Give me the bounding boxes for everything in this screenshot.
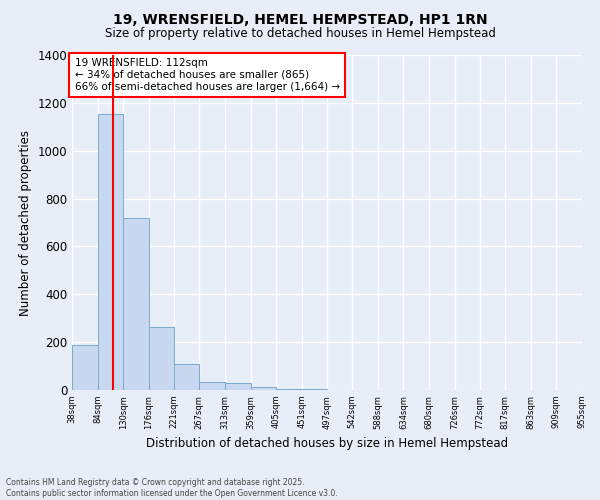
- Bar: [98, 114, 123, 390]
- Text: 19 WRENSFIELD: 112sqm
← 34% of detached houses are smaller (865)
66% of semi-det: 19 WRENSFIELD: 112sqm ← 34% of detached …: [74, 58, 340, 92]
- Text: 19, WRENSFIELD, HEMEL HEMPSTEAD, HP1 1RN: 19, WRENSFIELD, HEMEL HEMPSTEAD, HP1 1RN: [113, 12, 487, 26]
- Y-axis label: Number of detached properties: Number of detached properties: [19, 130, 32, 316]
- Bar: [72, 344, 98, 390]
- X-axis label: Distribution of detached houses by size in Hemel Hempstead: Distribution of detached houses by size …: [146, 437, 508, 450]
- Bar: [123, 218, 149, 390]
- Bar: [199, 382, 225, 390]
- Bar: [251, 387, 276, 390]
- Bar: [174, 364, 199, 390]
- Bar: [149, 326, 174, 390]
- Text: Size of property relative to detached houses in Hemel Hempstead: Size of property relative to detached ho…: [104, 28, 496, 40]
- Bar: [276, 389, 302, 390]
- Bar: [225, 383, 251, 390]
- Text: Contains HM Land Registry data © Crown copyright and database right 2025.
Contai: Contains HM Land Registry data © Crown c…: [6, 478, 338, 498]
